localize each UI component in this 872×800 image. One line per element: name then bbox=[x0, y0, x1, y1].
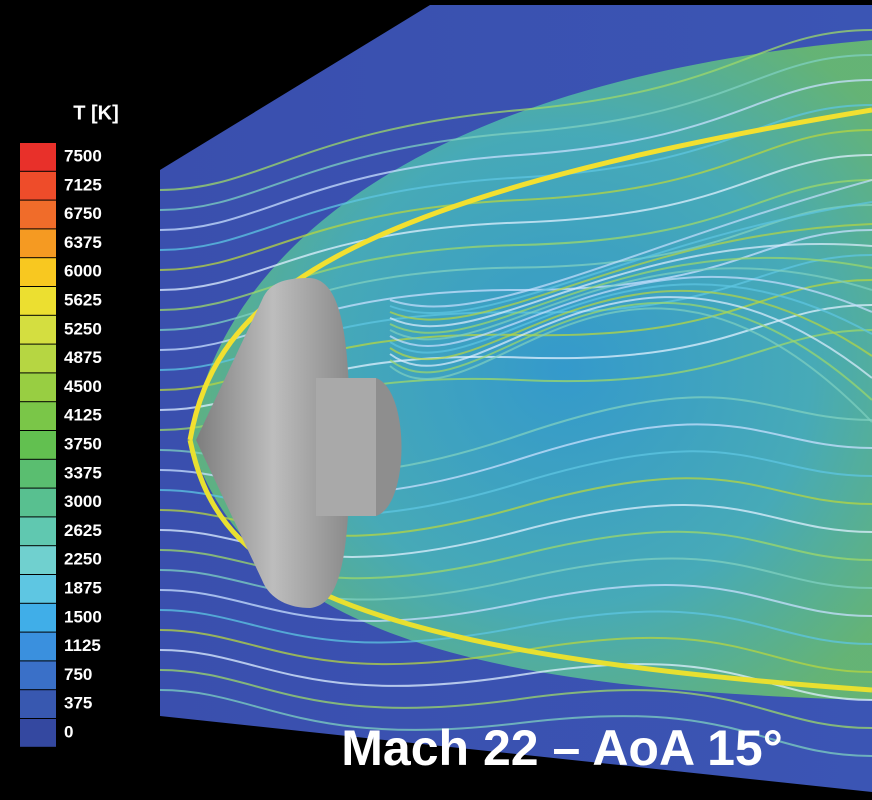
colorbar-swatch bbox=[20, 345, 56, 373]
colorbar-label: 4875 bbox=[64, 348, 102, 367]
colorbar-label: 6750 bbox=[64, 204, 102, 223]
colorbar-swatch bbox=[20, 402, 56, 430]
colorbar-label: 5250 bbox=[64, 319, 102, 338]
colorbar-label: 2250 bbox=[64, 550, 102, 569]
colorbar-label: 375 bbox=[64, 694, 92, 713]
colorbar-swatch bbox=[20, 258, 56, 286]
colorbar-swatch bbox=[20, 661, 56, 689]
scene: T [K] 7500712567506375600056255250487545… bbox=[0, 0, 872, 800]
colorbar-title: T [K] bbox=[73, 102, 119, 124]
colorbar-swatch bbox=[20, 546, 56, 574]
colorbar-label: 6375 bbox=[64, 233, 102, 252]
colorbar-swatch bbox=[20, 172, 56, 200]
caption: Mach 22 – AoA 15° bbox=[341, 720, 782, 776]
colorbar-swatch bbox=[20, 575, 56, 603]
colorbar-swatch bbox=[20, 460, 56, 488]
colorbar-swatch bbox=[20, 229, 56, 257]
colorbar-swatch bbox=[20, 633, 56, 661]
colorbar-swatch bbox=[20, 517, 56, 545]
colorbar-label: 1500 bbox=[64, 607, 102, 626]
colorbar-label: 3750 bbox=[64, 434, 102, 453]
colorbar-label: 4500 bbox=[64, 377, 102, 396]
capsule-back bbox=[316, 378, 376, 516]
colorbar-swatch bbox=[20, 143, 56, 171]
colorbar-label: 7125 bbox=[64, 175, 102, 194]
colorbar-swatch bbox=[20, 690, 56, 718]
colorbar-label: 6000 bbox=[64, 262, 102, 281]
colorbar-label: 5625 bbox=[64, 290, 102, 309]
colorbar-swatch bbox=[20, 719, 56, 747]
colorbar-swatch bbox=[20, 287, 56, 315]
colorbar-label: 0 bbox=[64, 722, 73, 741]
colorbar-label: 2625 bbox=[64, 521, 102, 540]
colorbar-label: 7500 bbox=[64, 146, 102, 165]
colorbar-swatch bbox=[20, 373, 56, 401]
colorbar-label: 1875 bbox=[64, 578, 102, 597]
colorbar-label: 3000 bbox=[64, 492, 102, 511]
colorbar-label: 750 bbox=[64, 665, 92, 684]
colorbar-label: 4125 bbox=[64, 406, 102, 425]
colorbar-swatch bbox=[20, 431, 56, 459]
colorbar-swatch bbox=[20, 489, 56, 517]
colorbar-swatch bbox=[20, 316, 56, 344]
colorbar-swatch bbox=[20, 604, 56, 632]
colorbar-swatch bbox=[20, 201, 56, 229]
colorbar-label: 3375 bbox=[64, 463, 102, 482]
colorbar-label: 1125 bbox=[64, 636, 101, 655]
